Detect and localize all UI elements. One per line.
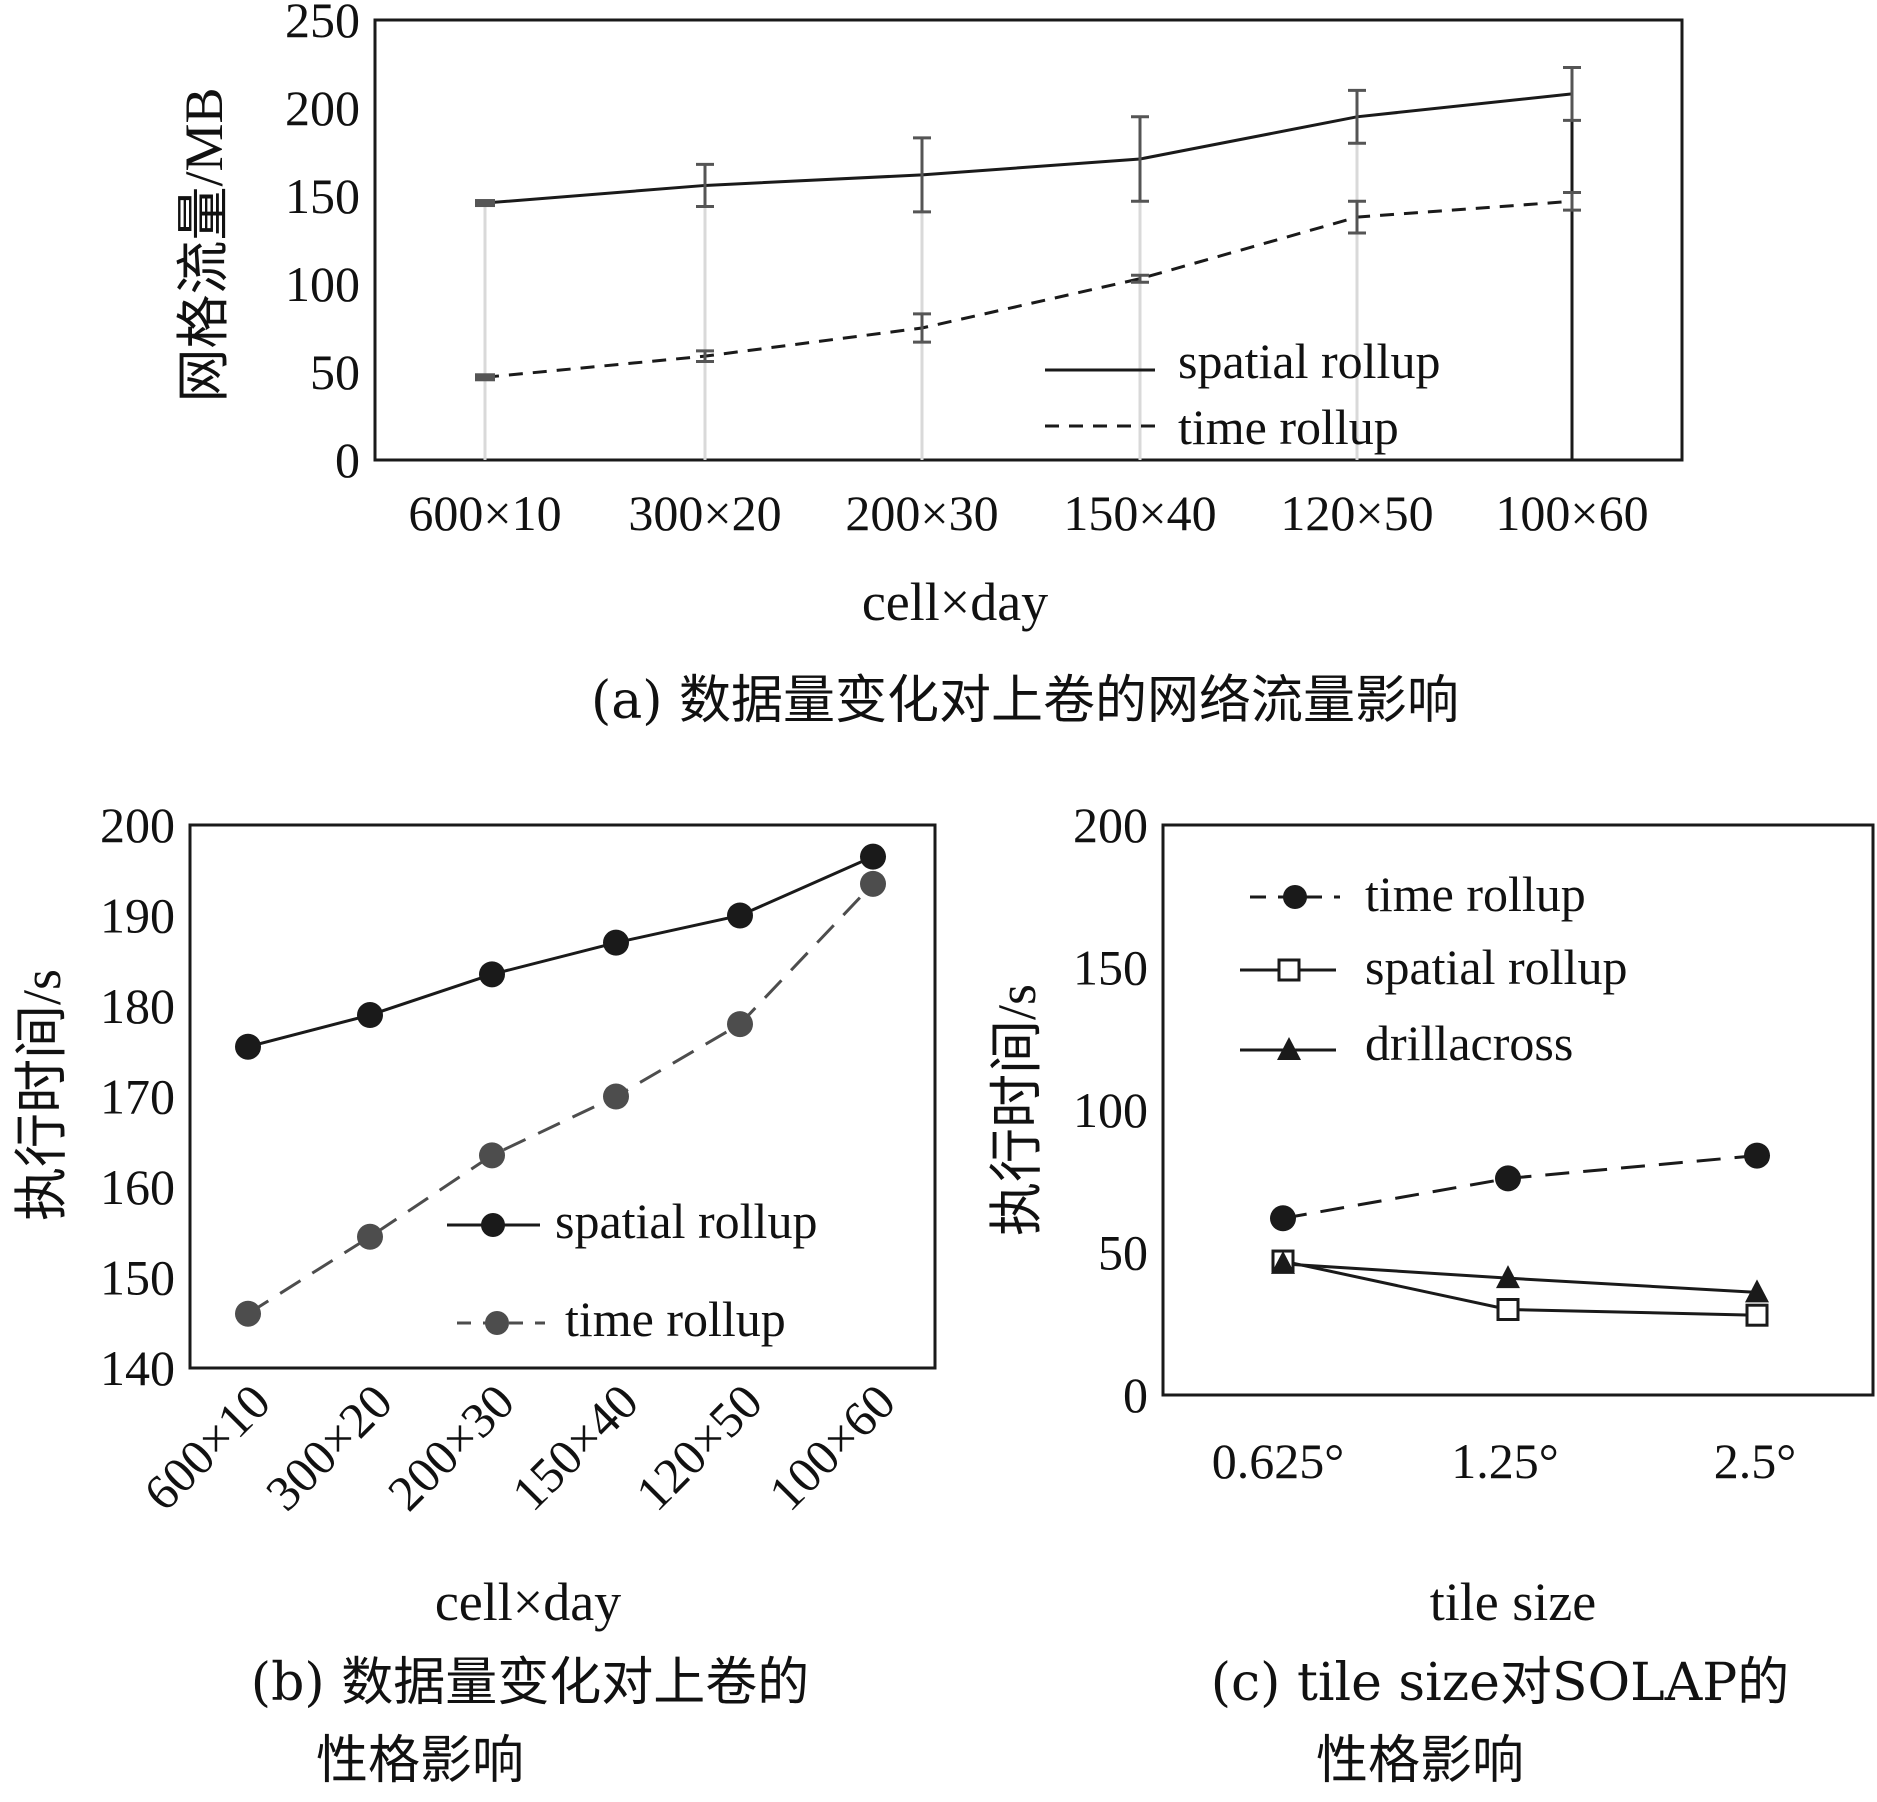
chart-b-point-spatial (235, 1033, 261, 1060)
chart-b-point-time (357, 1223, 383, 1250)
chart-b-x-axis-label: cell×day (435, 1572, 621, 1632)
chart-b-point-spatial (860, 843, 886, 870)
chart-b-y-axis-label: 执行时间/s (12, 969, 72, 1221)
chart-b-y-tick-label: 160 (100, 1159, 175, 1215)
chart-a-y-tick-label: 0 (335, 432, 360, 488)
chart-c-plot-frame (1161, 823, 1875, 1397)
chart-b-point-time (860, 870, 886, 897)
chart-b-point-time (603, 1083, 629, 1110)
chart-b-plot-frame (188, 823, 937, 1370)
chart-c-point-spatial (1745, 1303, 1769, 1327)
chart-b-caption-line1: (b) 数据量变化对上卷的 (251, 1653, 809, 1713)
chart-a-x-tick-label: 150×40 (1063, 485, 1216, 541)
chart-c-legend: time rollup spatial rollup drillacross (1240, 866, 1627, 1071)
chart-a-x-tick-label: 100×60 (1495, 485, 1648, 541)
chart-c-x-tick-label: 1.25° (1451, 1433, 1559, 1489)
chart-a-x-tick-label: 600×10 (408, 485, 561, 541)
chart-a-y-tick-label: 250 (285, 0, 360, 48)
chart-b-y-tick-label: 190 (100, 888, 175, 944)
chart-b-y-tick-label: 180 (100, 978, 175, 1034)
chart-a-x-axis-label: cell×day (862, 572, 1048, 632)
chart-b-legend-marker-time (485, 1311, 509, 1335)
chart-a-data-point (475, 373, 495, 382)
chart-c-y-tick-label: 200 (1073, 797, 1148, 853)
chart-b-point-spatial (727, 902, 753, 929)
chart-a-y-tick-label: 100 (285, 256, 360, 312)
chart-a-y-tick-label: 150 (285, 168, 360, 224)
chart-c-legend-label-time: time rollup (1365, 866, 1586, 922)
chart-a: 250 200 150 100 50 0 600×10 300×20 200×30 150×40… (174, 0, 1684, 731)
chart-b-legend-label-time: time rollup (565, 1291, 786, 1347)
chart-a-legend-label-spatial: spatial rollup (1178, 333, 1440, 389)
chart-b-legend-label-spatial: spatial rollup (555, 1193, 817, 1249)
chart-c-legend-marker-time (1283, 885, 1307, 909)
chart-b-y-tick-label: 140 (100, 1340, 175, 1396)
chart-b-x-tick-label: 150×40 (501, 1373, 649, 1521)
chart-b-point-spatial (603, 929, 629, 956)
chart-b-point-spatial (479, 961, 505, 988)
chart-a-series-time-line (484, 199, 1573, 379)
chart-a-y-axis-label: 网格流量/MB (174, 87, 234, 402)
chart-c-y-tick-label: 150 (1073, 940, 1148, 996)
chart-b-point-time (479, 1142, 505, 1169)
chart-c-x-tick-label: 0.625° (1212, 1433, 1345, 1489)
chart-c-y-axis-label: 执行时间/s (987, 984, 1047, 1236)
chart-c-point-drill (1745, 1279, 1769, 1303)
chart-c-legend-marker-spatial (1277, 958, 1301, 982)
chart-a-y-tick-label: 200 (285, 80, 360, 136)
chart-b-x-tick-label: 200×30 (377, 1373, 525, 1521)
chart-a-y-tick-label: 50 (310, 344, 360, 400)
chart-a-caption: (a) 数据量变化对上卷的网络流量影响 (591, 671, 1459, 731)
chart-a-x-tick-label: 200×30 (845, 485, 998, 541)
chart-c: 200 150 100 50 0 0.625° 1.25° 2.5° 执行时间/s tile… (987, 797, 1875, 1791)
chart-b-x-tick-label: 100×60 (758, 1373, 906, 1521)
chart-c-caption-line2: 性格影响 (1316, 1731, 1524, 1791)
chart-b-caption-line2: 性格影响 (316, 1731, 524, 1791)
chart-b-legend-marker-spatial (481, 1213, 505, 1237)
chart-c-point-drill (1271, 1250, 1295, 1274)
chart-b-series-time-line (247, 882, 875, 1315)
chart-b-legend: spatial rollup time rollup (447, 1193, 817, 1347)
chart-b-x-tick-label: 300×20 (255, 1373, 403, 1521)
chart-c-point-spatial (1496, 1298, 1520, 1321)
chart-b-y-tick-label: 170 (100, 1069, 175, 1125)
chart-b-y-tick-label: 150 (100, 1250, 175, 1306)
chart-a-legend-label-time: time rollup (1178, 399, 1399, 455)
chart-c-legend-label-spatial: spatial rollup (1365, 939, 1627, 995)
chart-c-series-drill-line (1282, 1262, 1758, 1294)
chart-b-point-time (235, 1300, 261, 1327)
chart-c-y-tick-label: 100 (1073, 1082, 1148, 1138)
chart-a-legend: spatial rollup time rollup (1045, 333, 1440, 455)
chart-c-x-axis-label: tile size (1430, 1572, 1596, 1632)
chart-c-y-tick-label: 50 (1098, 1225, 1148, 1281)
chart-b-x-tick-label: 120×50 (625, 1373, 773, 1521)
chart-b-point-spatial (357, 1002, 383, 1029)
chart-c-caption-line1: (c) tile size对SOLAP的 (1211, 1653, 1790, 1713)
chart-b-y-tick-label: 200 (100, 797, 175, 853)
chart-a-x-tick-label: 120×50 (1280, 485, 1433, 541)
chart-a-data-point (475, 199, 495, 208)
chart-c-x-tick-label: 2.5° (1714, 1433, 1797, 1489)
chart-b-point-time (727, 1011, 753, 1038)
chart-c-point-time (1744, 1142, 1770, 1169)
chart-c-series-time-line (1282, 1154, 1758, 1220)
chart-c-y-tick-label: 0 (1123, 1367, 1148, 1423)
chart-c-legend-label-drill: drillacross (1365, 1015, 1573, 1071)
chart-a-series-spatial-line (484, 92, 1573, 205)
chart-a-plot-frame (373, 18, 1684, 462)
chart-b-series-spatial-line (247, 855, 874, 1049)
chart-c-point-time (1495, 1165, 1521, 1192)
chart-c-point-drill (1496, 1265, 1520, 1289)
chart-a-x-tick-label: 300×20 (628, 485, 781, 541)
chart-c-legend-marker-drill (1277, 1037, 1301, 1060)
chart-c-point-time (1270, 1205, 1296, 1232)
